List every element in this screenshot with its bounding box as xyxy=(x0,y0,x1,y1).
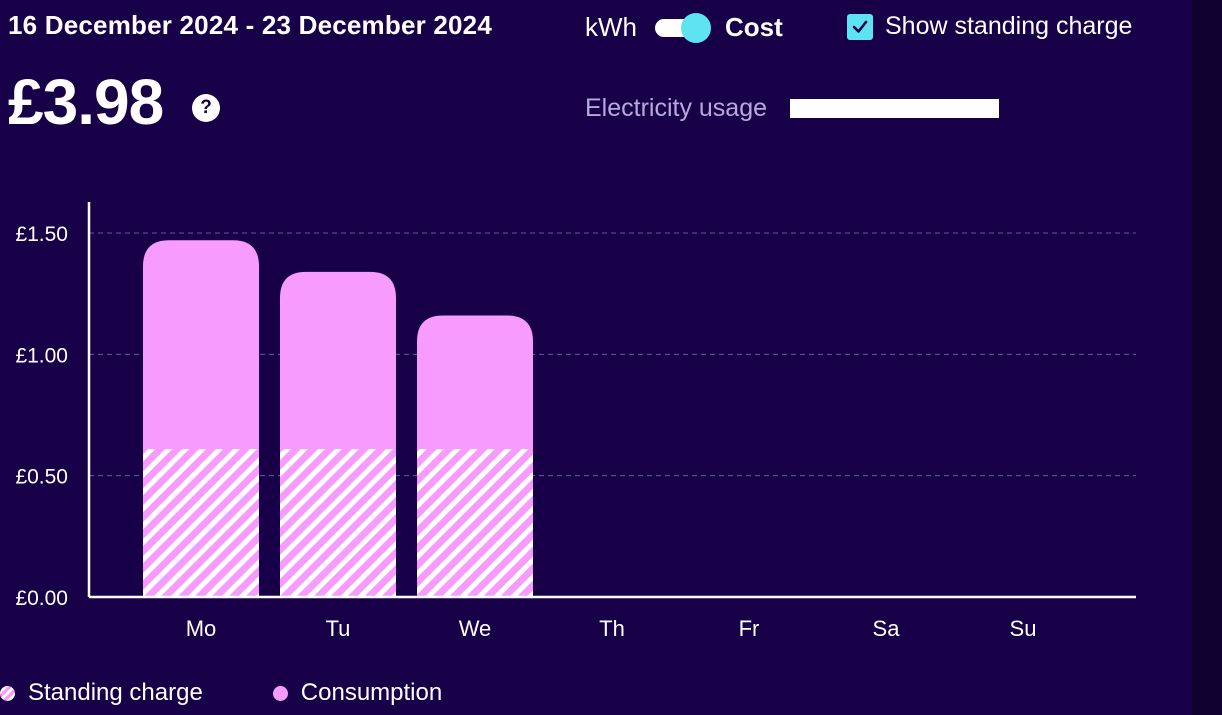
standing-charge-label: Show standing charge xyxy=(885,12,1133,40)
show-standing-charge-toggle[interactable]: Show standing charge xyxy=(847,12,1132,41)
electricity-usage-label: Electricity usage xyxy=(585,94,768,122)
x-tick-label: We xyxy=(459,616,492,641)
x-tick-label: Mo xyxy=(186,616,217,641)
toggle-knob xyxy=(681,13,711,43)
question-circle-icon[interactable]: ? xyxy=(192,94,220,122)
y-tick-label: £0.50 xyxy=(15,466,68,489)
redacted-usage-value xyxy=(790,99,999,118)
legend-item-consumption: Consumption xyxy=(272,679,443,707)
unit-toggle-group: kWh Cost xyxy=(585,10,783,44)
checkmark-icon xyxy=(852,20,868,33)
x-tick-label: Th xyxy=(599,616,625,641)
legend-label-standing-charge: Standing charge xyxy=(28,679,203,706)
standing-charge-checkbox[interactable] xyxy=(847,13,873,40)
consumption-swatch xyxy=(272,685,288,701)
legend-item-standing-charge: Standing charge xyxy=(0,679,203,707)
standing-charge-bar xyxy=(143,448,259,597)
unit-toggle-switch[interactable] xyxy=(655,13,711,43)
date-range-title: 16 December 2024 - 23 December 2024 xyxy=(8,10,492,40)
x-tick-label: Fr xyxy=(739,616,760,641)
consumption-bar xyxy=(280,271,396,449)
usage-bar-chart: £0.00 £0.50 £1.00 £1.50 Mo Tu We Th Fr Sa Su xyxy=(15,202,1136,641)
x-tick-label: Sa xyxy=(873,616,901,641)
x-tick-label: Su xyxy=(1010,616,1037,641)
consumption-bar xyxy=(417,315,533,449)
x-tick-label: Tu xyxy=(326,616,351,641)
kwh-toggle-label[interactable]: kWh xyxy=(585,11,637,42)
consumption-bar xyxy=(143,240,259,449)
y-tick-label: £1.00 xyxy=(15,344,68,367)
total-cost: £3.98 xyxy=(8,66,164,138)
cost-toggle-label[interactable]: Cost xyxy=(725,11,783,42)
chart-legend: Standing charge Consumption xyxy=(0,676,512,710)
standing-charge-swatch xyxy=(0,685,15,701)
standing-charge-bar xyxy=(280,448,396,597)
legend-label-consumption: Consumption xyxy=(300,679,443,706)
y-tick-label: £0.00 xyxy=(15,587,68,610)
y-tick-label: £1.50 xyxy=(15,223,68,246)
window-edge xyxy=(1192,0,1222,715)
standing-charge-bar xyxy=(417,448,533,597)
